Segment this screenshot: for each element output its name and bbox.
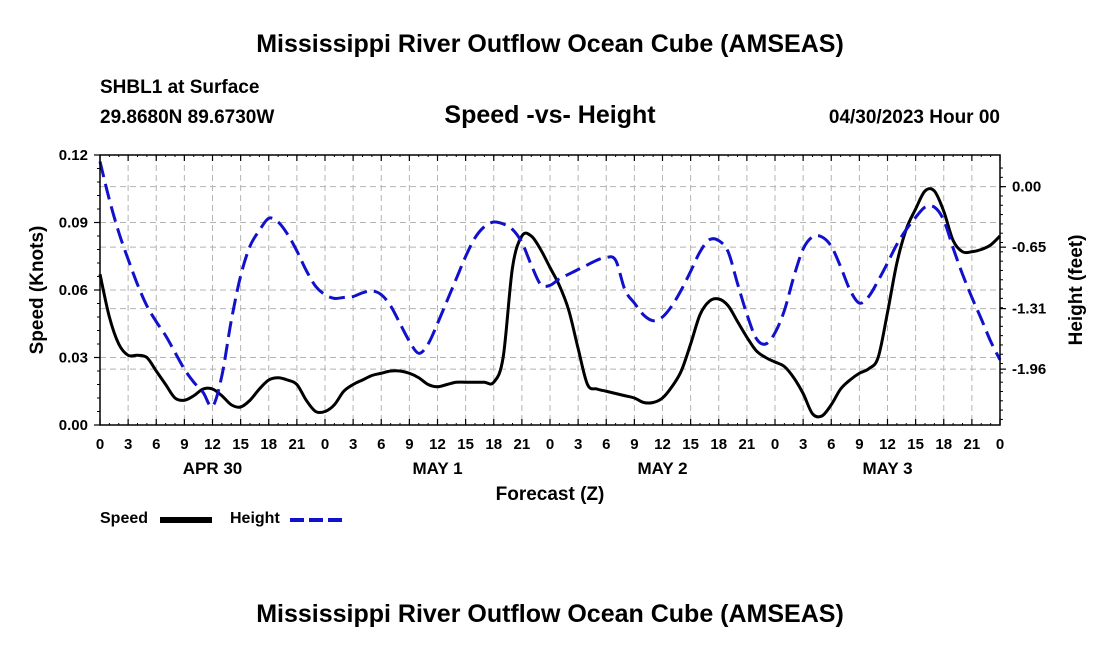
- x-tick-label: 15: [232, 436, 249, 453]
- forecast-datetime: 04/30/2023 Hour 00: [828, 107, 1000, 128]
- y-tick-label-left: 0.03: [59, 350, 88, 367]
- station-label: SHBL1 at Surface: [100, 77, 260, 98]
- x-day-label: MAY 2: [637, 459, 687, 478]
- x-tick-label: 6: [377, 436, 385, 453]
- x-tick-label: 0: [96, 436, 104, 453]
- x-axis-label: Forecast (Z): [496, 484, 605, 505]
- x-tick-label: 21: [964, 436, 981, 453]
- legend-height-label: Height: [230, 510, 280, 527]
- x-tick-label: 3: [349, 436, 357, 453]
- x-tick-label: 9: [630, 436, 638, 453]
- x-tick-label: 0: [321, 436, 329, 453]
- x-tick-label: 21: [289, 436, 306, 453]
- x-tick-label: 21: [739, 436, 756, 453]
- x-day-label: MAY 3: [862, 459, 912, 478]
- x-tick-label: 18: [710, 436, 727, 453]
- y-tick-label-right: -1.96: [1012, 361, 1046, 378]
- x-day-label: APR 30: [183, 459, 243, 478]
- x-tick-label: 0: [771, 436, 779, 453]
- x-tick-label: 3: [799, 436, 807, 453]
- x-tick-label: 15: [682, 436, 699, 453]
- x-tick-label: 6: [827, 436, 835, 453]
- x-tick-label: 12: [429, 436, 446, 453]
- x-day-label: MAY 1: [412, 459, 462, 478]
- x-tick-label: 18: [485, 436, 502, 453]
- x-tick-label: 15: [907, 436, 924, 453]
- height-series-line: [98, 161, 1002, 409]
- x-tick-label: 12: [879, 436, 896, 453]
- y-axis-label-left: Speed (Knots): [27, 226, 48, 355]
- x-tick-label: 6: [602, 436, 610, 453]
- y-tick-label-right: -1.31: [1012, 301, 1046, 318]
- x-tick-label: 9: [405, 436, 413, 453]
- x-tick-label: 0: [996, 436, 1004, 453]
- x-tick-label: 18: [260, 436, 277, 453]
- coordinates-label: 29.8680N 89.6730W: [100, 107, 275, 128]
- x-tick-label: 15: [457, 436, 474, 453]
- x-tick-label: 9: [180, 436, 188, 453]
- chart-footer-title: Mississippi River Outflow Ocean Cube (AM…: [256, 600, 844, 628]
- x-tick-label: 6: [152, 436, 160, 453]
- y-tick-label-left: 0.06: [59, 282, 88, 299]
- chart-subtitle: Speed -vs- Height: [444, 101, 656, 129]
- x-tick-label: 9: [855, 436, 863, 453]
- x-tick-label: 12: [654, 436, 671, 453]
- chart-main-title: Mississippi River Outflow Ocean Cube (AM…: [256, 30, 844, 58]
- x-tick-label: 3: [574, 436, 582, 453]
- series-lines: [98, 161, 1002, 419]
- y-tick-label-left: 0.00: [59, 417, 88, 434]
- y-tick-label-right: 0.00: [1012, 179, 1041, 196]
- speed-series-line: [98, 187, 1002, 419]
- x-tick-label: 0: [546, 436, 554, 453]
- legend-speed-label: Speed: [100, 510, 149, 527]
- y-tick-label-left: 0.09: [59, 215, 88, 232]
- x-tick-label: 18: [935, 436, 952, 453]
- y-tick-label-left: 0.12: [59, 147, 88, 164]
- axes: 0 3 6 9 12 15 18 21 0 3 6 9 12 15 18 21 0 3 6 9 12 15 18 21 0 3 6 9…: [59, 147, 1046, 478]
- y-axis-label-right: Height (feet): [1066, 235, 1087, 346]
- x-tick-label: 3: [124, 436, 132, 453]
- grid-lines: [100, 155, 1000, 425]
- x-tick-label: 21: [514, 436, 531, 453]
- y-tick-label-right: -0.65: [1012, 239, 1046, 256]
- x-tick-label: 12: [204, 436, 221, 453]
